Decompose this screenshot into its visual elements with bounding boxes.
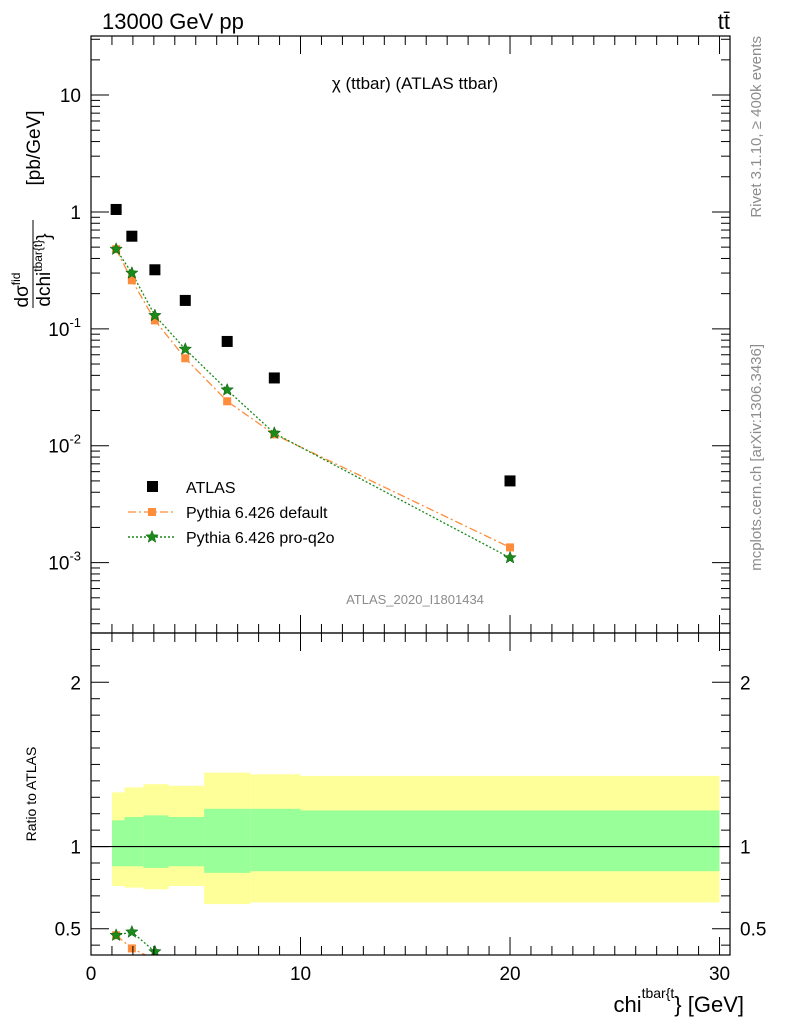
ratio-point-pythia-default <box>127 944 136 953</box>
data-point-atlas <box>268 372 280 384</box>
legend-item-pythia-default: Pythia 6.426 default <box>128 505 328 522</box>
y-tick-label: 10 <box>60 86 81 107</box>
x-tick-label: 10 <box>290 964 311 985</box>
stat-uncertainty-band <box>143 815 169 868</box>
ratio-panel: 0.5 0.51 12 20 10 20 30 Ratio to ATLAS chitbar… <box>23 632 766 1017</box>
chart-title: χ (ttbar) (ATLAS ttbar) <box>332 74 498 93</box>
data-point-atlas <box>179 294 191 306</box>
x-tick-label: 20 <box>499 964 520 985</box>
data-point-pythia-proq2o <box>503 550 517 564</box>
legend-marker-pythia-proq2o <box>145 529 159 543</box>
analysis-id: ATLAS_2020_I1801434 <box>346 592 484 607</box>
y-tick-label: 10-1 <box>48 315 81 341</box>
process-label: tt̄ <box>718 9 730 34</box>
data-point-pythia-default <box>506 543 515 552</box>
y-tick-label: 1 <box>70 203 81 224</box>
ratio-y-tick-label: 0.5 <box>55 920 81 941</box>
main-y-axis-label: dσfid dchitbar{t}} [pb/GeV] <box>9 111 55 308</box>
data-point-pythia-default <box>223 397 232 406</box>
legend-label-pythia-proq2o: Pythia 6.426 pro-q2o <box>186 530 335 547</box>
data-point-pythia-proq2o <box>178 342 193 355</box>
stat-uncertainty-band <box>300 810 720 872</box>
y-tick-label: 10-3 <box>48 549 81 575</box>
mcplots-label: mcplots.cern.ch [arXiv:1306.3436] <box>748 344 765 571</box>
data-point-atlas <box>221 335 233 347</box>
data-point-pythia-default <box>181 354 190 363</box>
series-line-pythia-default <box>115 248 511 548</box>
svg-text:[pb/GeV]: [pb/GeV] <box>24 111 45 186</box>
stat-uncertainty-band <box>204 808 251 873</box>
data-point-pythia-default <box>127 276 136 285</box>
ratio-point-pythia-proq2o <box>125 924 139 938</box>
ratio-line-pythia-proq2o <box>115 931 159 955</box>
x-tick-label: 0 <box>86 964 97 985</box>
legend-marker-atlas <box>147 481 158 492</box>
ratio-y-tick-label-right: 2 <box>740 673 751 694</box>
ratio-frame <box>90 632 731 956</box>
data-point-pythia-proq2o <box>267 426 282 440</box>
beam-label: 13000 GeV pp <box>102 9 244 34</box>
legend-label-pythia-default: Pythia 6.426 default <box>186 505 328 522</box>
ratio-y-tick-label-right: 0.5 <box>740 920 766 941</box>
svg-text:dchitbar{t}}: dchitbar{t}} <box>31 233 55 306</box>
ratio-y-tick-label-right: 1 <box>740 838 751 859</box>
y-tick-label: 10-2 <box>48 432 81 458</box>
stat-uncertainty-band <box>250 808 301 872</box>
data-point-atlas <box>149 264 161 276</box>
data-point-atlas <box>504 475 516 487</box>
data-point-pythia-proq2o <box>109 242 123 256</box>
data-point-atlas <box>126 230 138 242</box>
stat-uncertainty-band <box>111 820 125 867</box>
legend: ATLAS Pythia 6.426 default Pythia 6.426 … <box>128 480 335 547</box>
legend-item-pythia-proq2o: Pythia 6.426 pro-q2o <box>128 529 335 547</box>
ratio-point-pythia-proq2o <box>109 928 123 942</box>
ratio-series <box>109 924 162 955</box>
main-axis-ticks: 10 1 10-1 10-2 10-3 <box>48 36 730 633</box>
legend-marker-pythia-default <box>148 508 156 516</box>
ratio-y-tick-label: 2 <box>70 673 81 694</box>
rivet-label: Rivet 3.1.10, ≥ 400k events <box>748 36 765 218</box>
ratio-axis-ticks: 0.5 0.51 12 20 10 20 30 <box>55 633 766 985</box>
ratio-y-tick-label: 1 <box>70 838 81 859</box>
data-point-pythia-proq2o <box>220 382 235 396</box>
x-axis-label: chitbar{t} [GeV] <box>613 985 744 1017</box>
data-point-atlas <box>110 203 122 215</box>
svg-text:dσfid: dσfid <box>9 273 33 308</box>
data-point-pythia-proq2o <box>148 308 162 322</box>
stat-uncertainty-band <box>168 817 205 867</box>
legend-item-atlas: ATLAS <box>147 480 236 497</box>
data-point-pythia-proq2o <box>125 265 139 279</box>
legend-label-atlas: ATLAS <box>186 480 236 497</box>
svg-text:chitbar{t} [GeV]: chitbar{t} [GeV] <box>613 985 744 1017</box>
stat-uncertainty-band <box>124 817 144 867</box>
x-tick-label: 30 <box>709 964 730 985</box>
ratio-y-axis-label: Ratio to ATLAS <box>23 747 39 842</box>
data-point-pythia-default <box>150 316 159 325</box>
